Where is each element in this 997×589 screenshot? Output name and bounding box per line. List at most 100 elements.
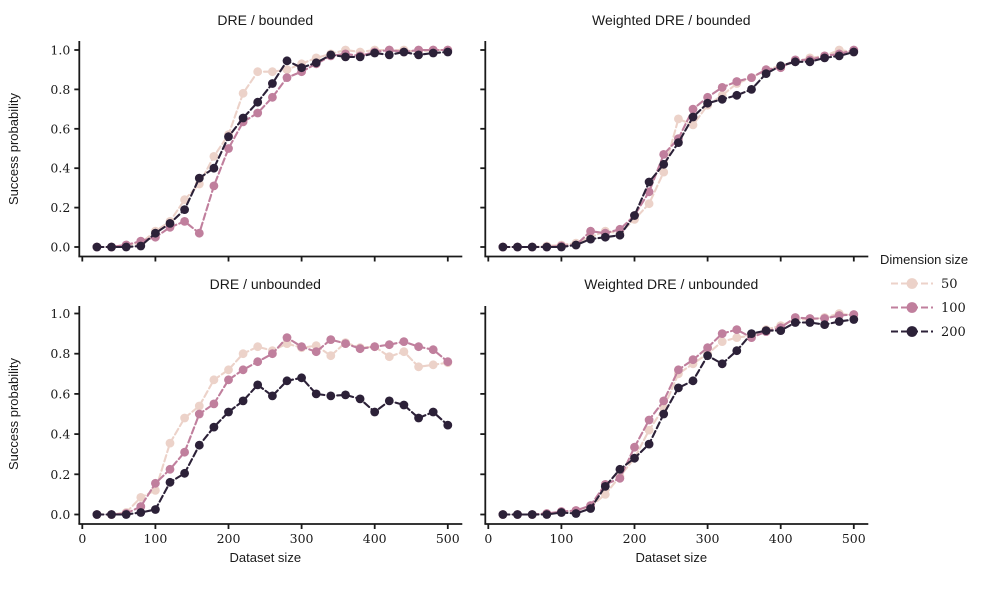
data-point [399, 337, 409, 346]
data-point [384, 340, 394, 350]
data-point [194, 401, 204, 411]
data-point [717, 337, 727, 346]
data-point [370, 342, 380, 352]
x-tick-label: 100 [549, 531, 573, 546]
data-point [253, 97, 263, 107]
data-point [121, 242, 131, 252]
data-point [557, 242, 566, 252]
x-tick-label: 200 [217, 531, 241, 546]
legend-entry-50: 50 [891, 277, 958, 292]
data-point [747, 73, 756, 82]
data-point [92, 242, 102, 252]
data-point [732, 90, 742, 100]
data-point [384, 396, 394, 406]
chart-weighted-dre-unbounded: Weighted DRE / unbounded 0 100 200 300 400 500… [480, 276, 869, 565]
series-200 [92, 47, 453, 252]
data-point [761, 326, 771, 335]
chart-title: DRE / unbounded [210, 276, 321, 292]
data-point [688, 376, 698, 386]
legend-swatch-marker [906, 326, 918, 337]
data-point [414, 362, 423, 372]
data-point [399, 400, 409, 410]
data-point [253, 357, 263, 367]
series-200 [92, 373, 453, 519]
data-point [282, 333, 292, 342]
series-50 [498, 309, 859, 519]
data-point [659, 409, 669, 419]
data-point [180, 195, 190, 205]
data-point [428, 48, 438, 58]
data-point [630, 442, 639, 452]
data-point [849, 47, 859, 57]
data-point [805, 57, 815, 67]
data-point [209, 181, 219, 191]
data-point [600, 232, 610, 242]
data-point [674, 365, 683, 375]
y-tick-label: 0.4 [50, 161, 70, 176]
y-tick-label: 0.0 [50, 507, 70, 522]
series-line [501, 48, 855, 249]
series-line [501, 50, 855, 249]
data-point [688, 355, 698, 365]
data-point [732, 333, 742, 342]
data-point [703, 343, 712, 353]
data-point [747, 85, 756, 94]
x-tick-label: 500 [842, 531, 866, 546]
data-point [341, 339, 350, 348]
data-point [615, 473, 625, 483]
x-tick-label: 0 [484, 531, 492, 546]
data-point [834, 317, 844, 326]
data-point [644, 187, 654, 197]
data-point [194, 173, 204, 183]
x-tick-label: 100 [143, 531, 167, 546]
data-point [586, 234, 595, 244]
data-point [136, 508, 146, 517]
data-point [151, 228, 160, 238]
chart-dre-unbounded: DRE / unbounded 0.0 0.2 0.4 0.6 0.8 1.0 0 100 200… [6, 276, 463, 565]
data-point [370, 48, 380, 58]
data-point [165, 219, 175, 228]
data-point [790, 318, 800, 327]
series-line [501, 48, 855, 249]
data-point [527, 242, 537, 252]
data-point [805, 318, 815, 327]
legend-label: 50 [941, 277, 958, 292]
data-point [571, 509, 581, 518]
data-point [370, 407, 380, 417]
data-point [644, 425, 654, 435]
x-tick-label: 200 [623, 531, 647, 546]
data-point [326, 50, 336, 60]
data-point [253, 67, 263, 77]
data-point [542, 242, 552, 252]
data-point [747, 329, 756, 338]
y-tick-label: 0.0 [50, 240, 70, 255]
data-point [209, 152, 219, 161]
data-point [849, 315, 859, 324]
legend-entry-200: 200 [891, 325, 966, 340]
data-point [384, 352, 394, 362]
x-axis [484, 255, 869, 262]
data-point [820, 314, 829, 323]
data-point [311, 58, 321, 68]
data-point [224, 375, 233, 385]
data-point [180, 468, 190, 478]
legend-label: 100 [941, 301, 966, 316]
data-point [355, 52, 365, 62]
data-point [790, 57, 800, 67]
data-point [571, 240, 581, 250]
legend-swatch-marker [906, 278, 918, 289]
data-point [820, 320, 829, 329]
y-axis [480, 41, 487, 257]
legend: Dimension size 50 100 200 [880, 252, 968, 340]
data-point [253, 380, 263, 390]
data-point [297, 373, 306, 383]
data-point [180, 413, 190, 423]
data-point [761, 69, 771, 78]
data-point [180, 447, 190, 457]
chart-title: Weighted DRE / unbounded [584, 276, 758, 292]
y-tick-label: 0.6 [50, 121, 70, 136]
series-100 [498, 45, 859, 252]
y-tick-label: 0.2 [50, 467, 70, 482]
data-point [659, 396, 669, 406]
